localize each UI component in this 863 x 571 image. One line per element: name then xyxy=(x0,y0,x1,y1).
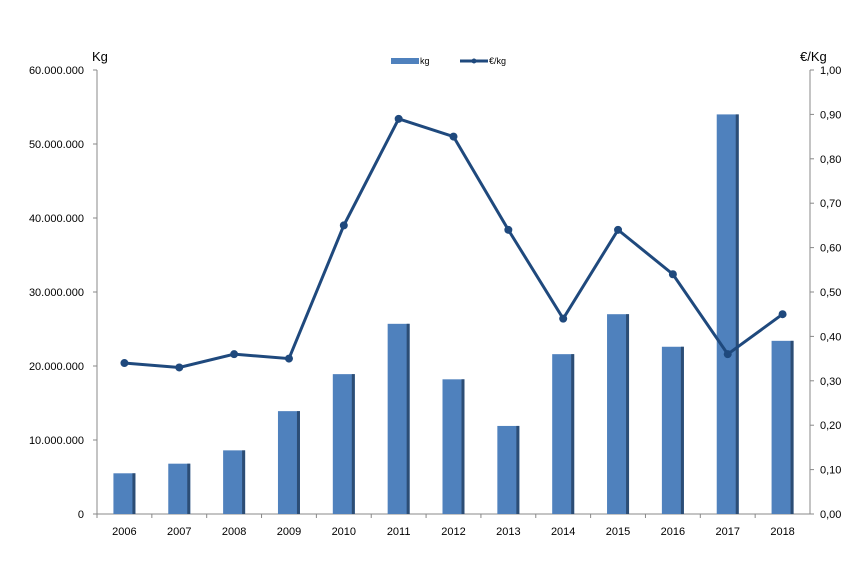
bar-shade xyxy=(516,425,520,514)
price-marker xyxy=(120,359,129,368)
bar-shade xyxy=(296,411,300,514)
price-marker xyxy=(559,314,568,323)
y-tick-label: 60.000.000 xyxy=(29,65,84,77)
x-tick-label: 2016 xyxy=(661,526,685,538)
y2-tick-label: 0,80 xyxy=(820,154,841,166)
price-marker xyxy=(230,350,239,359)
price-marker xyxy=(668,270,677,279)
x-tick-label: 2012 xyxy=(441,526,465,538)
bar-shade xyxy=(461,379,465,514)
bar xyxy=(168,463,191,514)
y2-tick-label: 0,10 xyxy=(820,465,841,477)
y-tick-label: 10.000.000 xyxy=(29,435,84,447)
price-marker xyxy=(504,225,513,234)
bar xyxy=(716,114,739,515)
bar xyxy=(771,340,794,514)
bar-shade xyxy=(351,374,355,514)
price-marker xyxy=(778,310,787,319)
legend-bar-label: kg xyxy=(420,56,430,66)
x-tick-label: 2008 xyxy=(222,526,246,538)
x-tick-label: 2010 xyxy=(332,526,356,538)
bar xyxy=(332,374,355,514)
legend-line-label: €/kg xyxy=(489,56,506,66)
bar xyxy=(661,346,684,514)
bar-shade xyxy=(571,354,575,514)
bar xyxy=(223,450,246,514)
bar-shade xyxy=(406,323,410,514)
legend-bar-swatch xyxy=(391,58,419,64)
bar xyxy=(607,314,630,514)
y2-tick-label: 0,00 xyxy=(820,509,841,521)
y2-tick-label: 0,20 xyxy=(820,420,841,432)
price-line xyxy=(124,117,784,369)
bar xyxy=(113,473,136,514)
legend-line-marker xyxy=(471,58,477,64)
legend: kg €/kg xyxy=(391,56,506,66)
y2-tick-label: 0,70 xyxy=(820,198,841,210)
x-tick-label: 2014 xyxy=(551,526,575,538)
y2-tick-label: 0,30 xyxy=(820,376,841,388)
y-axis-label: Kg xyxy=(92,49,108,64)
bar-shade xyxy=(735,114,739,515)
y-tick-label: 50.000.000 xyxy=(29,139,84,151)
y2-tick-label: 0,50 xyxy=(820,287,841,299)
x-tick-label: 2013 xyxy=(496,526,520,538)
bar-shade xyxy=(132,473,136,514)
price-marker xyxy=(284,354,293,363)
x-tick-label: 2009 xyxy=(277,526,301,538)
y-tick-label: 30.000.000 xyxy=(29,287,84,299)
price-marker xyxy=(723,350,732,359)
bar-shade xyxy=(626,314,630,514)
x-tick-label: 2017 xyxy=(715,526,739,538)
price-marker xyxy=(394,114,403,123)
x-tick-label: 2018 xyxy=(770,526,794,538)
y2-tick-label: 0,60 xyxy=(820,243,841,255)
price-marker xyxy=(449,132,458,141)
y2-axis-label: €/Kg xyxy=(800,49,827,64)
bar-shade xyxy=(242,450,246,514)
x-tick-label: 2007 xyxy=(167,526,191,538)
y-tick-label: 40.000.000 xyxy=(29,213,84,225)
y2-tick-label: 1,00 xyxy=(820,65,841,77)
x-tick-label: 2011 xyxy=(387,526,411,538)
x-tick-label: 2015 xyxy=(606,526,630,538)
bar-shade xyxy=(680,346,684,514)
bar xyxy=(552,354,575,514)
y2-tick-label: 0,90 xyxy=(820,109,841,121)
price-marker xyxy=(175,363,184,372)
price-marker xyxy=(614,225,623,234)
bar-shade xyxy=(790,340,794,514)
x-tick-label: 2006 xyxy=(112,526,136,538)
y-tick-label: 20.000.000 xyxy=(29,361,84,373)
y2-tick-label: 0,40 xyxy=(820,331,841,343)
bar xyxy=(277,411,300,514)
y-tick-label: 0 xyxy=(78,509,84,521)
bar xyxy=(497,425,520,514)
bar xyxy=(442,379,465,514)
bar-shade xyxy=(187,463,191,514)
bar xyxy=(387,323,410,514)
price-marker xyxy=(339,221,348,230)
